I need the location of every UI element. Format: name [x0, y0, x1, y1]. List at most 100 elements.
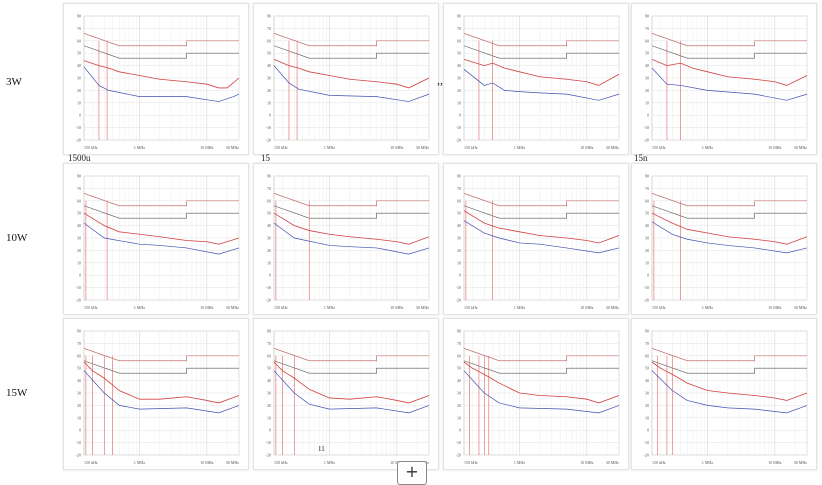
y-tick-label: 10 [77, 260, 81, 265]
x-tick-label: 1 MHz [324, 460, 335, 465]
y-tick-label: 40 [645, 378, 649, 383]
y-tick-label: -20 [266, 453, 271, 458]
y-tick-label: 70 [267, 341, 271, 346]
x-tick-label: 1 MHz [702, 145, 713, 150]
y-tick-label: -20 [76, 138, 81, 143]
qp-limit-line [273, 193, 429, 207]
y-tick-label: 0 [647, 428, 649, 433]
y-tick-label: 50 [267, 51, 271, 56]
peak-trace [651, 361, 808, 401]
y-tick-label: -20 [76, 453, 81, 458]
y-tick-label: 50 [77, 211, 81, 216]
y-tick-label: 80 [645, 174, 649, 179]
y-tick-label: 80 [267, 174, 271, 179]
emi-plot-3w-4: 80 70 60 50 40 30 20 10 0 -10 -20 150 kHz 1 MHz 10 MH… [631, 3, 817, 155]
y-tick-label: -20 [644, 298, 649, 303]
y-tick-label: 80 [457, 14, 461, 19]
y-tick-label: -20 [644, 138, 649, 143]
y-tick-label: 10 [267, 415, 271, 420]
y-tick-label: 40 [77, 223, 81, 228]
y-tick-label: 70 [645, 341, 649, 346]
y-tick-label: 80 [457, 329, 461, 334]
avg-limit-line [463, 45, 619, 59]
y-tick-label: 0 [79, 273, 81, 278]
y-tick-label: 10 [645, 100, 649, 105]
avg-limit-line [83, 205, 239, 219]
average-trace [83, 66, 240, 102]
y-tick-label: -10 [644, 440, 649, 445]
y-tick-label: 30 [267, 76, 271, 81]
y-tick-label: 40 [457, 223, 461, 228]
y-tick-label: -10 [266, 125, 271, 130]
y-tick-label: 10 [457, 100, 461, 105]
x-tick-label: 150 kHz [84, 145, 98, 150]
y-tick-label: 30 [457, 391, 461, 396]
x-tick-label: 30 MHz [226, 460, 239, 465]
x-tick-label: 10 MHz [390, 460, 403, 465]
y-tick-label: 20 [267, 248, 271, 253]
y-tick-label: 30 [77, 76, 81, 81]
y-tick-label: 0 [459, 273, 461, 278]
y-tick-label: -10 [266, 440, 271, 445]
y-tick-label: 80 [267, 14, 271, 19]
x-tick-label: 150 kHz [84, 305, 98, 310]
peak-trace [463, 59, 620, 86]
y-tick-label: 50 [267, 211, 271, 216]
y-tick-label: 0 [79, 113, 81, 118]
emi-plot-3w-3: 80 70 60 50 40 30 20 10 0 -10 -20 150 kHz 1 MHz 10 MH… [443, 3, 629, 155]
y-tick-label: -10 [644, 125, 649, 130]
y-tick-label: 20 [267, 88, 271, 93]
y-tick-label: 0 [459, 113, 461, 118]
x-tick-label: 1 MHz [514, 145, 525, 150]
qp-limit-line [463, 193, 619, 207]
y-tick-label: 0 [269, 428, 271, 433]
peak-trace [273, 361, 430, 404]
y-tick-label: 0 [647, 113, 649, 118]
y-tick-label: 0 [269, 273, 271, 278]
add-button[interactable]: + [397, 461, 427, 485]
y-tick-label: 50 [457, 366, 461, 371]
y-tick-label: -20 [266, 298, 271, 303]
x-tick-label: 30 MHz [794, 305, 807, 310]
y-tick-label: 40 [457, 63, 461, 68]
x-tick-label: 150 kHz [274, 460, 288, 465]
y-tick-label: 50 [77, 51, 81, 56]
y-tick-label: 40 [457, 378, 461, 383]
x-tick-label: 30 MHz [606, 460, 619, 465]
x-tick-label: 150 kHz [274, 145, 288, 150]
y-tick-label: 20 [645, 403, 649, 408]
y-tick-label: 20 [77, 248, 81, 253]
y-tick-label: 60 [267, 198, 271, 203]
x-tick-label: 30 MHz [416, 305, 429, 310]
qp-limit-line [83, 33, 239, 47]
y-tick-label: 50 [645, 51, 649, 56]
y-tick-label: 60 [77, 38, 81, 43]
x-tick-label: 1 MHz [324, 145, 335, 150]
y-tick-label: 30 [457, 236, 461, 241]
x-tick-label: 10 MHz [768, 145, 781, 150]
y-tick-label: 60 [77, 198, 81, 203]
y-tick-label: 70 [457, 26, 461, 31]
peak-trace [273, 59, 430, 89]
emi-plot-10w-4: 80 70 60 50 40 30 20 10 0 -10 -20 150 kHz 1 MHz 10 MH… [631, 163, 817, 315]
y-tick-label: 20 [457, 248, 461, 253]
y-tick-label: 40 [77, 378, 81, 383]
y-tick-label: 80 [77, 329, 81, 334]
emi-plot-15w-1: 80 70 60 50 40 30 20 10 0 -10 -20 150 kHz 1 MHz 10 MH… [63, 318, 249, 470]
x-tick-label: 30 MHz [416, 145, 429, 150]
emi-plot-10w-3: 80 70 60 50 40 30 20 10 0 -10 -20 150 kHz 1 MHz 10 MH… [443, 163, 629, 315]
row-label-10w: 10W [6, 232, 28, 244]
peak-trace [463, 210, 620, 244]
y-tick-label: 20 [267, 403, 271, 408]
y-tick-label: -20 [456, 453, 461, 458]
peak-trace [83, 212, 240, 245]
y-tick-label: 60 [267, 38, 271, 43]
qp-limit-line [651, 33, 807, 47]
y-tick-label: 80 [457, 174, 461, 179]
x-tick-label: 10 MHz [768, 305, 781, 310]
y-tick-label: 40 [77, 63, 81, 68]
